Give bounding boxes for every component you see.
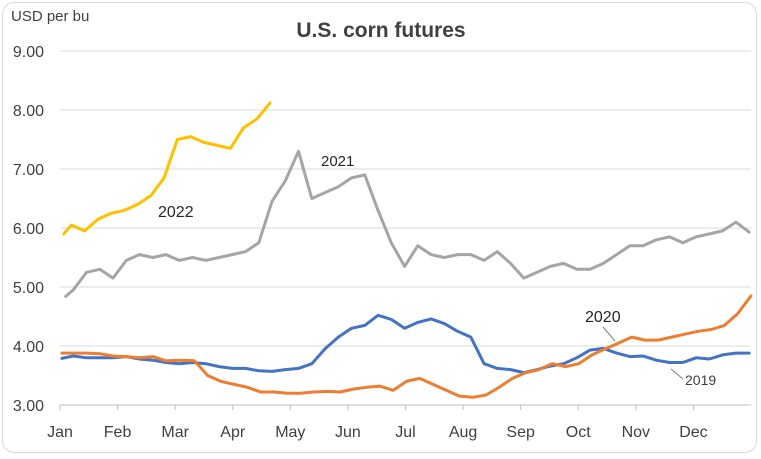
series-line-2019 — [60, 313, 751, 375]
y-tick-label: 8.00 — [13, 103, 44, 120]
annotation-leader-2020 — [602, 326, 616, 342]
chart-title: U.S. corn futures — [296, 19, 465, 42]
series-line-2020 — [60, 294, 753, 399]
y-tick-label: 9.00 — [13, 44, 44, 61]
x-tick-label: Mar — [161, 424, 189, 441]
x-tick-label: Dec — [679, 424, 707, 441]
x-tick-label: Jul — [395, 424, 415, 441]
annotation-2020: 2020 — [585, 309, 621, 326]
x-tick-label: Feb — [104, 424, 132, 441]
annotation-2022: 2022 — [158, 204, 194, 221]
x-tick-label: Jun — [335, 424, 361, 441]
y-axis-label: USD per bu — [11, 8, 89, 25]
y-tick-label: 4.00 — [13, 339, 44, 356]
y-tick-label: 6.00 — [13, 221, 44, 238]
series-line-2022 — [62, 101, 272, 236]
chart-frame: USD per bu U.S. corn futures 3.00 4.00 5.0… — [2, 2, 757, 453]
x-tick-label: May — [275, 424, 305, 441]
corn-futures-line-chart: USD per bu U.S. corn futures 3.00 4.00 5.0… — [11, 8, 753, 441]
x-tick-label: Oct — [566, 424, 591, 441]
x-tick-label: Sep — [506, 424, 535, 441]
x-tick-label: Apr — [220, 424, 246, 441]
series-line-2021 — [64, 149, 751, 298]
annotation-2021: 2021 — [321, 153, 354, 170]
y-tick-label: 5.00 — [13, 280, 44, 297]
annotation-2019: 2019 — [685, 372, 716, 388]
x-tick-label: Nov — [622, 424, 650, 441]
series-lines — [60, 101, 753, 399]
annotation-leader-2019 — [670, 368, 684, 380]
gridlines — [60, 50, 751, 347]
x-tick-label: Jan — [47, 424, 73, 441]
series-annotations: 2022 2021 2020 2019 — [158, 153, 716, 388]
x-tick-label: Aug — [449, 424, 477, 441]
y-tick-label: 7.00 — [13, 162, 44, 179]
y-tick-label: 3.00 — [13, 398, 44, 415]
axes: 3.00 4.00 5.00 6.00 7.00 8.00 9.00 Jan Feb Mar Apr… — [13, 44, 751, 441]
